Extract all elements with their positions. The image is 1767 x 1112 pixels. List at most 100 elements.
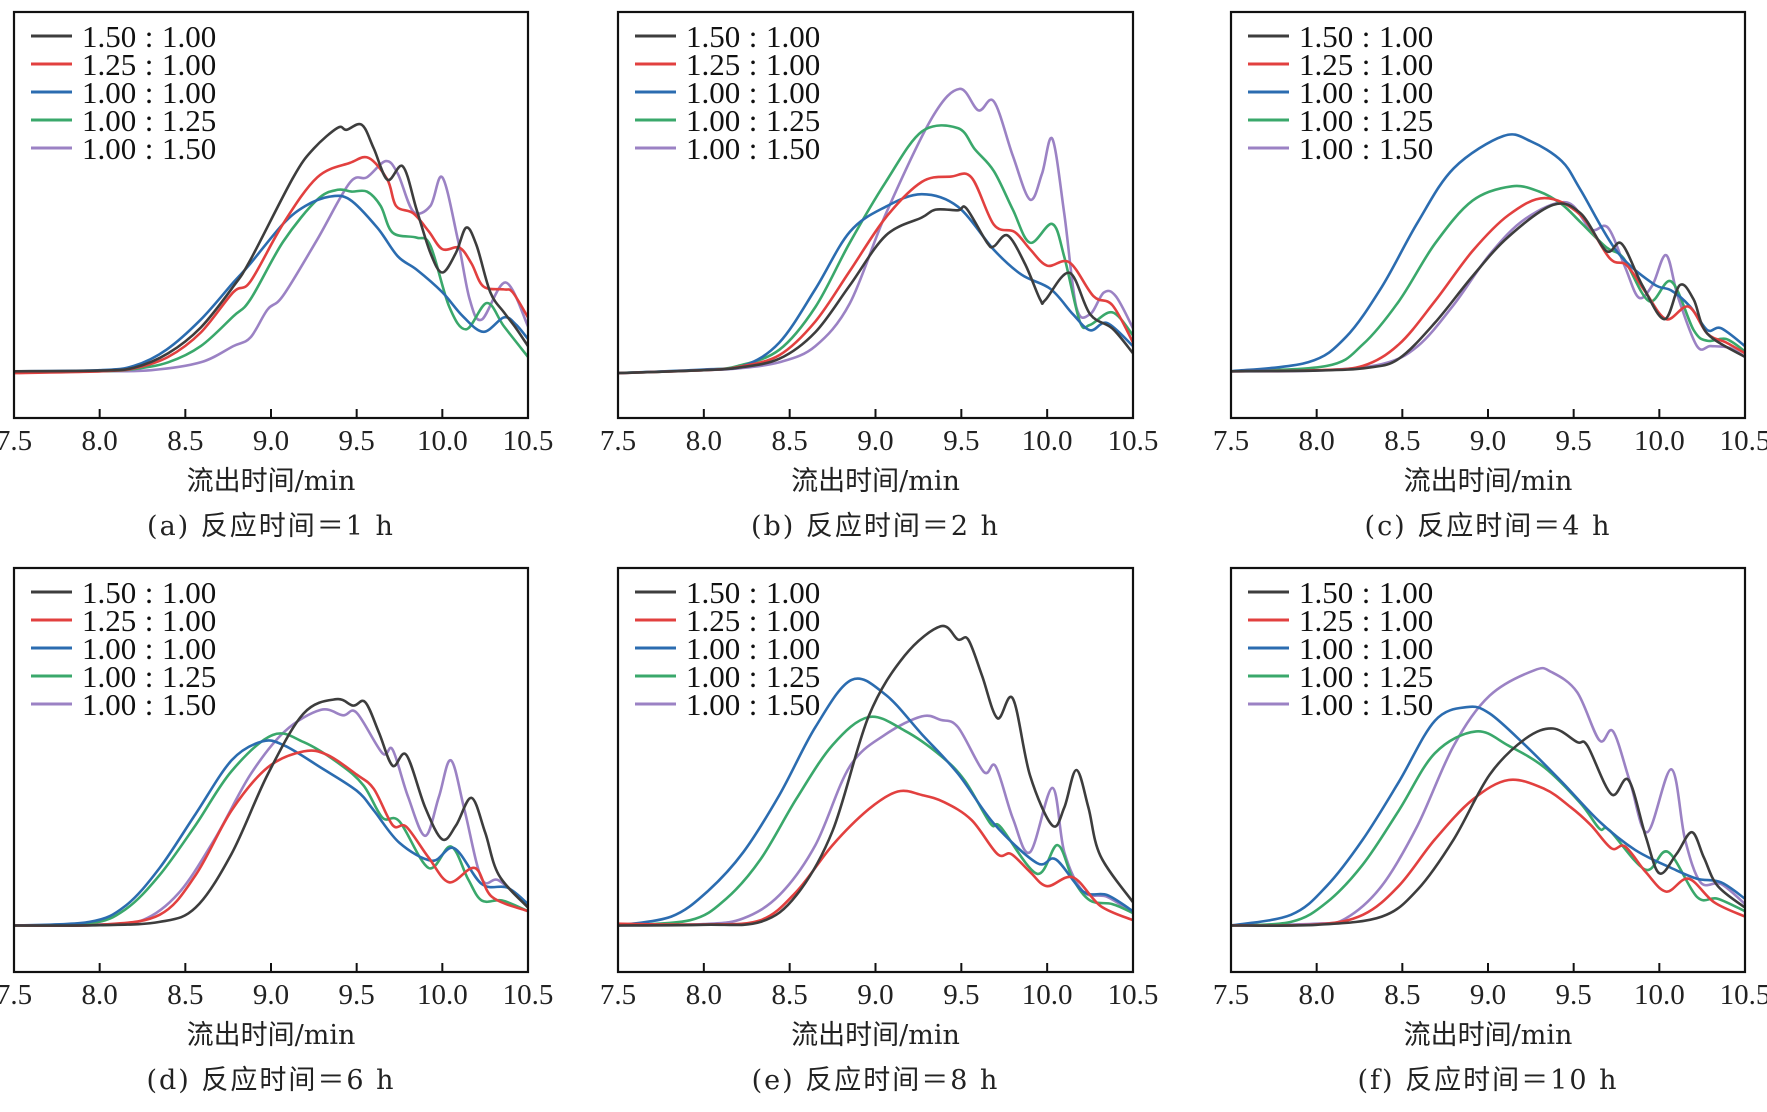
- x-tick-label: 8.5: [167, 425, 203, 457]
- legend-colon: :: [1362, 47, 1371, 82]
- x-tick-label: 10.5: [1720, 979, 1767, 1011]
- panel-caption: (f) 反应时间＝10 h: [1358, 1065, 1619, 1096]
- legend-label: 1.00: [686, 131, 740, 166]
- series-line-1.00-to-1.50: [618, 714, 1133, 927]
- series-group: [14, 697, 528, 928]
- legend-label: 1.50: [686, 19, 740, 54]
- series-line-1.00-to-1.00: [1231, 705, 1745, 927]
- x-tick-label: 10.0: [1022, 425, 1073, 457]
- x-tick-label: 8.5: [772, 979, 808, 1011]
- x-tick-label: 8.0: [82, 425, 118, 457]
- legend-label: 1.00: [82, 687, 136, 722]
- legend-label: 1.50: [1299, 575, 1353, 610]
- legend-label: 1.50: [1379, 687, 1433, 722]
- x-axis-label: 流出时间/min: [187, 466, 356, 497]
- legend-label: 1.50: [82, 19, 136, 54]
- legend-label: 1.50: [82, 575, 136, 610]
- legend-label: 1.25: [766, 103, 820, 138]
- x-tick-label: 10.5: [1720, 425, 1767, 457]
- legend-label: 1.00: [1299, 103, 1353, 138]
- legend-label: 1.00: [82, 131, 136, 166]
- legend: 1.50:1.001.25:1.001.00:1.001.00:1.251.00…: [1248, 575, 1433, 722]
- legend-label: 1.00: [1379, 575, 1433, 610]
- x-tick-label: 8.0: [1299, 425, 1335, 457]
- legend-label: 1.00: [162, 75, 216, 110]
- series-line-1.50-to-1.00: [618, 624, 1133, 927]
- legend-label: 1.50: [1379, 131, 1433, 166]
- legend-label: 1.25: [766, 659, 820, 694]
- series-group: [1231, 133, 1745, 373]
- legend-label: 1.50: [162, 687, 216, 722]
- x-tick-label: 7.5: [600, 979, 636, 1011]
- x-tick-label: 8.5: [1384, 425, 1420, 457]
- series-line-1.00-to-1.00: [618, 677, 1133, 927]
- legend-colon: :: [749, 687, 758, 722]
- legend-label: 1.25: [1299, 47, 1353, 82]
- series-line-1.50-to-1.00: [14, 122, 528, 373]
- legend-colon: :: [1362, 103, 1371, 138]
- x-tick-label: 9.5: [943, 425, 979, 457]
- series-group: [14, 122, 528, 375]
- legend-label: 1.50: [766, 687, 820, 722]
- legend-label: 1.00: [82, 659, 136, 694]
- x-tick-label: 9.5: [943, 979, 979, 1011]
- legend-colon: :: [1362, 687, 1371, 722]
- legend-label: 1.00: [1299, 131, 1353, 166]
- legend-label: 1.00: [1379, 603, 1433, 638]
- legend-label: 1.00: [766, 19, 820, 54]
- series-line-1.25-to-1.00: [618, 789, 1133, 926]
- legend-label: 1.25: [1379, 103, 1433, 138]
- series-line-1.25-to-1.00: [1231, 196, 1745, 373]
- legend-label: 1.00: [686, 75, 740, 110]
- legend-label: 1.00: [766, 575, 820, 610]
- legend-label: 1.25: [686, 47, 740, 82]
- series-line-1.00-to-1.25: [14, 732, 528, 927]
- legend-label: 1.50: [686, 575, 740, 610]
- legend-colon: :: [749, 603, 758, 638]
- legend-label: 1.00: [82, 75, 136, 110]
- series-line-1.00-to-1.00: [14, 194, 528, 373]
- x-axis-label: 流出时间/min: [791, 466, 960, 497]
- panel-f: 7.5 8.0 8.5 9.0 9.5 10.0 10.5 流出时间/min (f) 反应时间＝…: [1213, 566, 1767, 1096]
- legend-label: 1.25: [82, 603, 136, 638]
- legend-label: 1.25: [1379, 659, 1433, 694]
- legend: 1.50:1.001.25:1.001.00:1.001.00:1.251.00…: [31, 19, 216, 166]
- series-line-1.50-to-1.00: [1231, 202, 1745, 373]
- legend-colon: :: [1362, 19, 1371, 54]
- x-axis-label: 流出时间/min: [791, 1020, 960, 1051]
- legend-colon: :: [145, 575, 154, 610]
- x-tick-label: 7.5: [1213, 425, 1249, 457]
- panel-c: 7.5 8.0 8.5 9.0 9.5 10.0 10.5 流出时间/min (c) 反应时间＝…: [1213, 10, 1767, 542]
- panel-d: 7.5 8.0 8.5 9.0 9.5 10.0 10.5 流出时间/min (d) 反应时间＝…: [0, 566, 553, 1096]
- series-line-1.00-to-1.00: [14, 739, 528, 927]
- panel-caption: (b) 反应时间＝2 h: [751, 511, 1000, 542]
- legend-colon: :: [749, 75, 758, 110]
- legend-colon: :: [749, 131, 758, 166]
- x-tick-label: 8.0: [1299, 979, 1335, 1011]
- x-tick-label: 10.0: [417, 425, 468, 457]
- legend-colon: :: [1362, 131, 1371, 166]
- x-tick-label: 10.0: [1634, 425, 1685, 457]
- series-line-1.00-to-1.50: [618, 87, 1133, 375]
- legend-label: 1.00: [1379, 19, 1433, 54]
- legend-label: 1.50: [766, 131, 820, 166]
- x-axis-label: 流出时间/min: [1404, 466, 1573, 497]
- x-tick-label: 10.0: [417, 979, 468, 1011]
- x-tick-label: 7.5: [1213, 979, 1249, 1011]
- x-axis-label: 流出时间/min: [1404, 1020, 1573, 1051]
- legend-label: 1.00: [1299, 75, 1353, 110]
- series-line-1.50-to-1.00: [1231, 727, 1745, 927]
- legend-colon: :: [145, 631, 154, 666]
- legend-label: 1.25: [82, 47, 136, 82]
- x-tick-label: 9.0: [1470, 425, 1506, 457]
- panel-caption: (a) 反应时间＝1 h: [147, 511, 395, 542]
- legend-label: 1.00: [162, 47, 216, 82]
- x-tick-label: 8.0: [686, 979, 722, 1011]
- panel-caption: (d) 反应时间＝6 h: [146, 1065, 395, 1096]
- legend-label: 1.00: [82, 103, 136, 138]
- x-tick-label: 9.0: [253, 979, 289, 1011]
- legend-label: 1.00: [686, 631, 740, 666]
- legend-label: 1.50: [1299, 19, 1353, 54]
- legend-label: 1.00: [1379, 75, 1433, 110]
